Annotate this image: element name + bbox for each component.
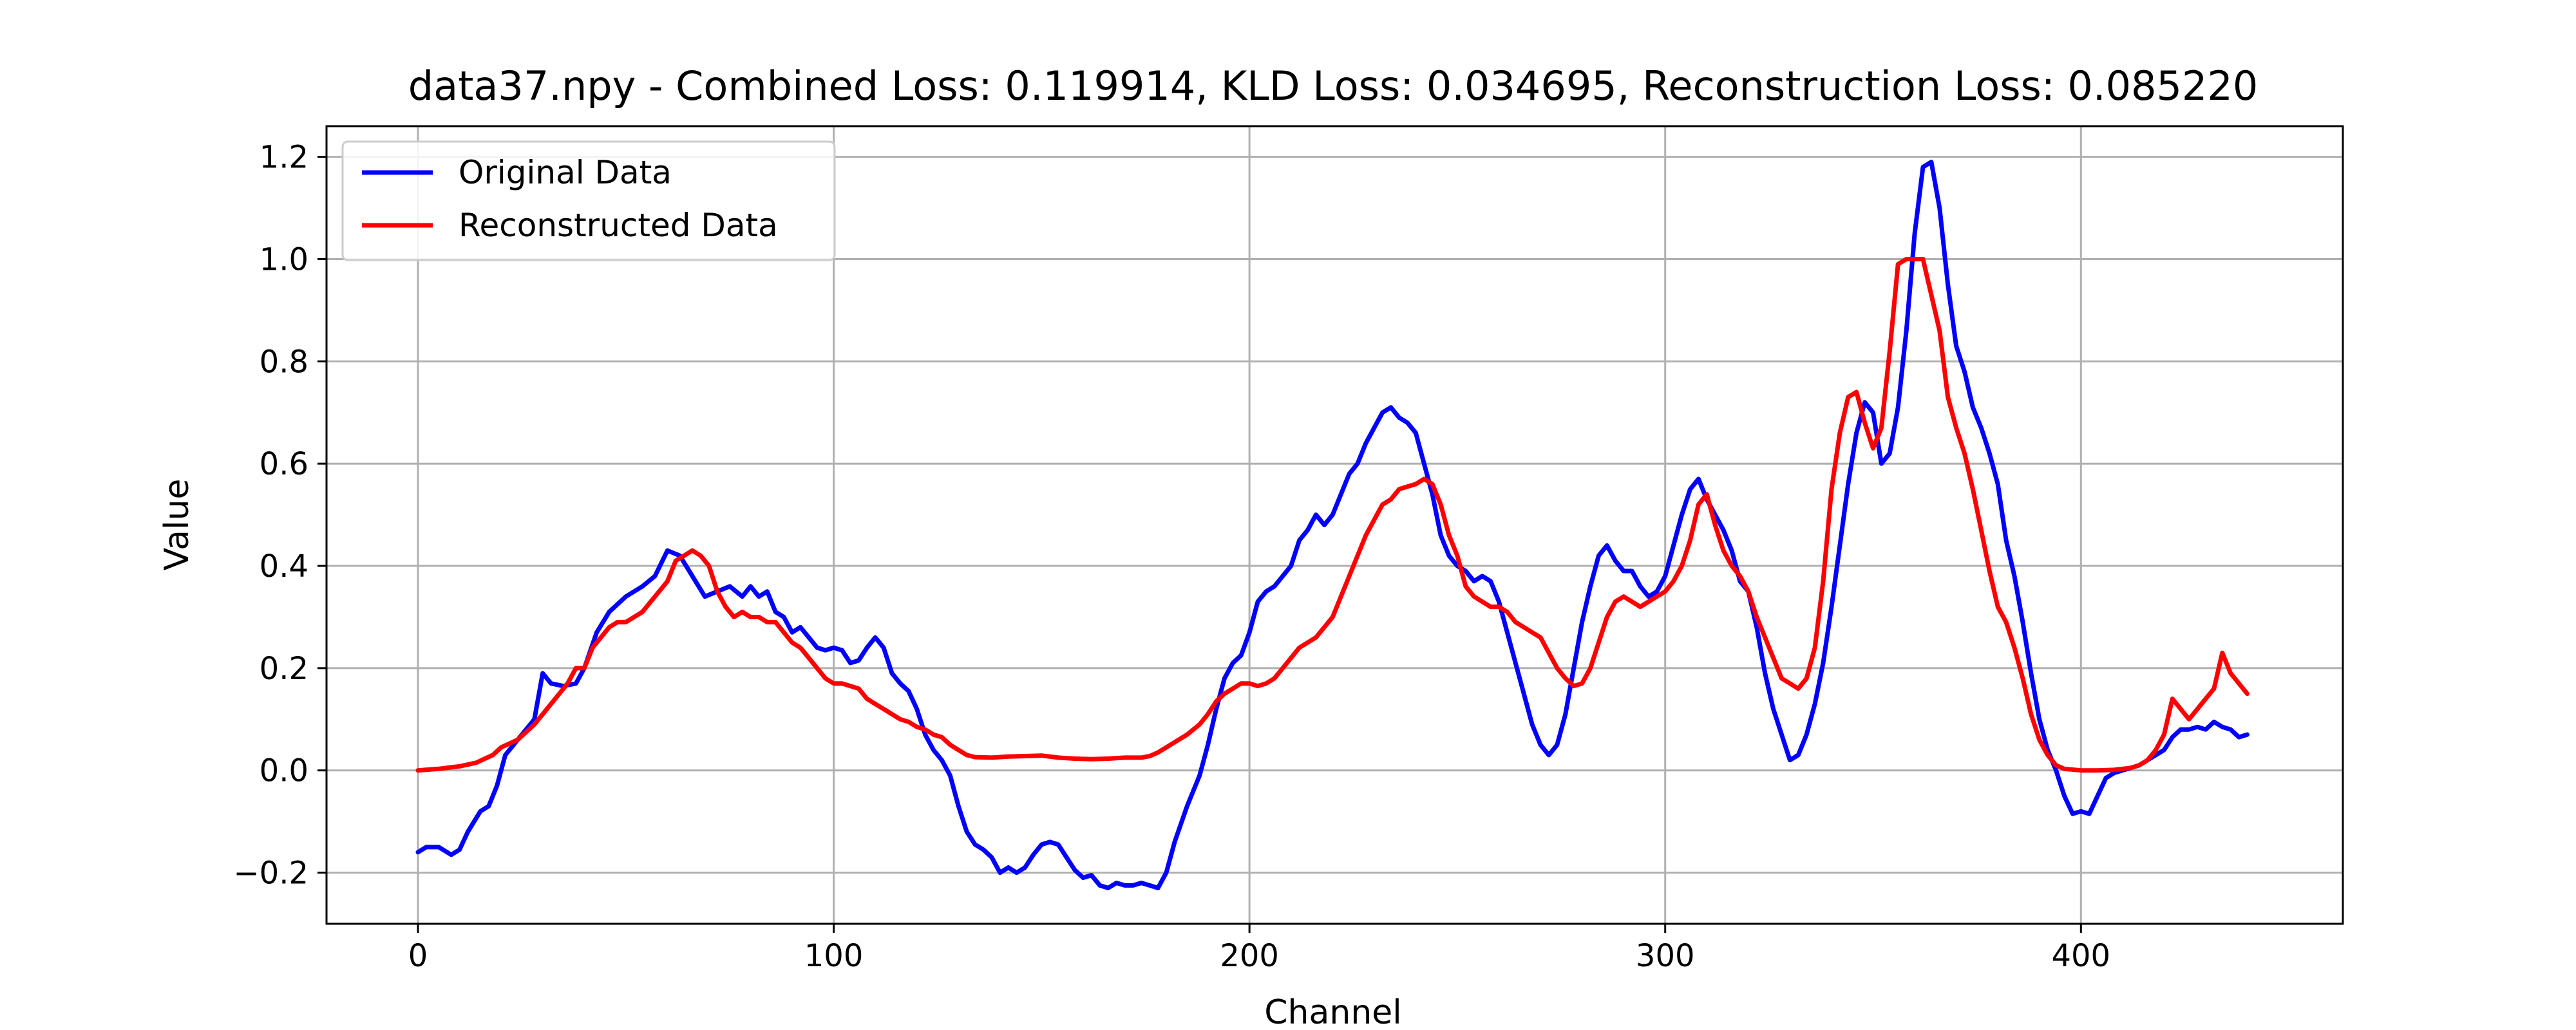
x-tick-label: 400 [2051,938,2110,974]
y-tick-label: 1.2 [260,140,308,176]
plot-frame [325,125,2344,925]
y-tick-label: 0.4 [260,548,308,585]
original-data-line [415,160,2249,890]
legend-box [341,140,836,261]
y-tick-label: 1.0 [260,242,308,278]
x-axis-label: Channel [1264,993,1401,1030]
x-tick-label: 200 [1220,938,1279,974]
series-lines [415,160,2249,890]
x-axis-ticks: 0 100 200 300 400 [408,924,2110,974]
reconstructed-data-line [415,257,2249,773]
y-tick-label: 0.8 [260,344,308,380]
chart-title: data37.npy - Combined Loss: 0.119914, KL… [408,62,2259,109]
legend: Original Data Reconstructed Data [341,140,836,261]
y-axis-label: Value [158,479,196,571]
y-axis-ticks: −0.2 0.0 0.2 0.4 0.6 0.8 1.0 1.2 [233,140,327,892]
x-tick-label: 300 [1636,938,1695,974]
legend-label-original: Original Data [459,154,672,191]
y-tick-label: 0.0 [260,753,308,789]
y-tick-label: −0.2 [233,856,308,892]
x-tick-label: 0 [408,938,428,974]
legend-label-reconstructed: Reconstructed Data [459,207,778,244]
x-tick-label: 100 [804,938,864,974]
y-tick-label: 0.6 [260,446,308,482]
y-tick-label: 0.2 [260,651,308,687]
